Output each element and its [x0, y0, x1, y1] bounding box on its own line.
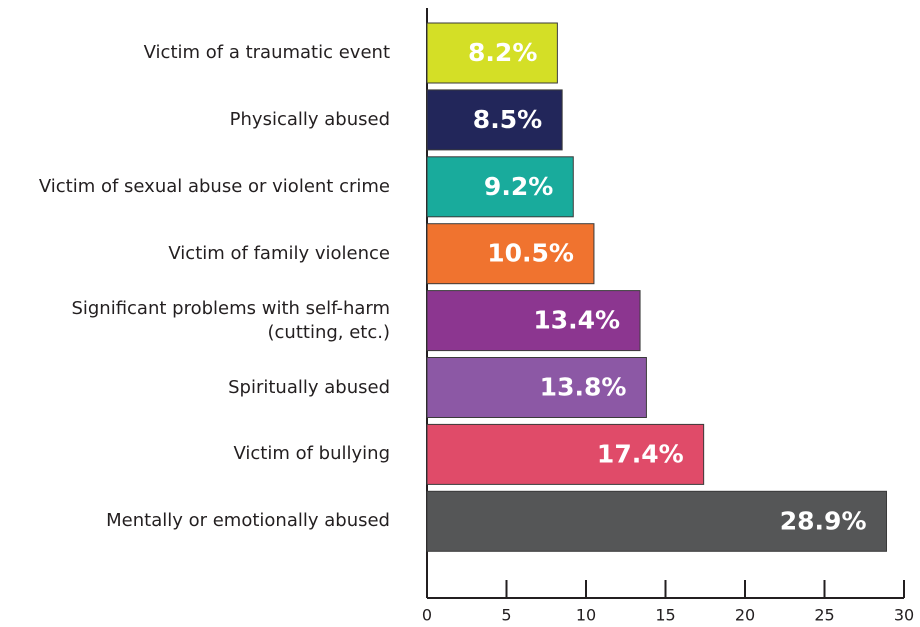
value-label: 10.5%	[487, 239, 574, 268]
category-label: Victim of family violence	[168, 242, 390, 264]
x-tick-label: 20	[735, 606, 755, 625]
bar	[426, 223, 595, 285]
category-label: Victim of bullying	[233, 443, 390, 465]
x-tick-label: 25	[814, 606, 834, 625]
value-label: 13.8%	[540, 373, 627, 402]
category-label: Victim of sexual abuse or violent crime	[38, 175, 390, 197]
bar	[426, 490, 888, 552]
x-tick-label: 15	[655, 606, 675, 625]
x-tick-label: 5	[501, 606, 511, 625]
value-label: 28.9%	[780, 506, 867, 535]
bar	[426, 89, 563, 151]
value-label: 8.5%	[473, 105, 542, 134]
x-tick-label: 10	[576, 606, 596, 625]
value-label: 8.2%	[468, 38, 537, 67]
value-label: 17.4%	[597, 439, 684, 468]
bar	[426, 357, 647, 418]
x-tick-label: 30	[894, 606, 914, 625]
bar	[426, 290, 641, 352]
x-tick-label: 0	[422, 606, 432, 625]
bar	[426, 22, 558, 84]
bar	[426, 156, 574, 218]
value-label: 9.2%	[484, 172, 553, 201]
bar	[426, 423, 705, 485]
category-label: Significant problems with self-harm (cut…	[71, 297, 390, 343]
category-label: Spiritually abused	[228, 376, 390, 398]
category-label: Mentally or emotionally abused	[106, 510, 390, 532]
value-label: 13.4%	[533, 306, 620, 335]
category-label: Physically abused	[229, 108, 390, 130]
category-label: Victim of a traumatic event	[143, 42, 390, 63]
